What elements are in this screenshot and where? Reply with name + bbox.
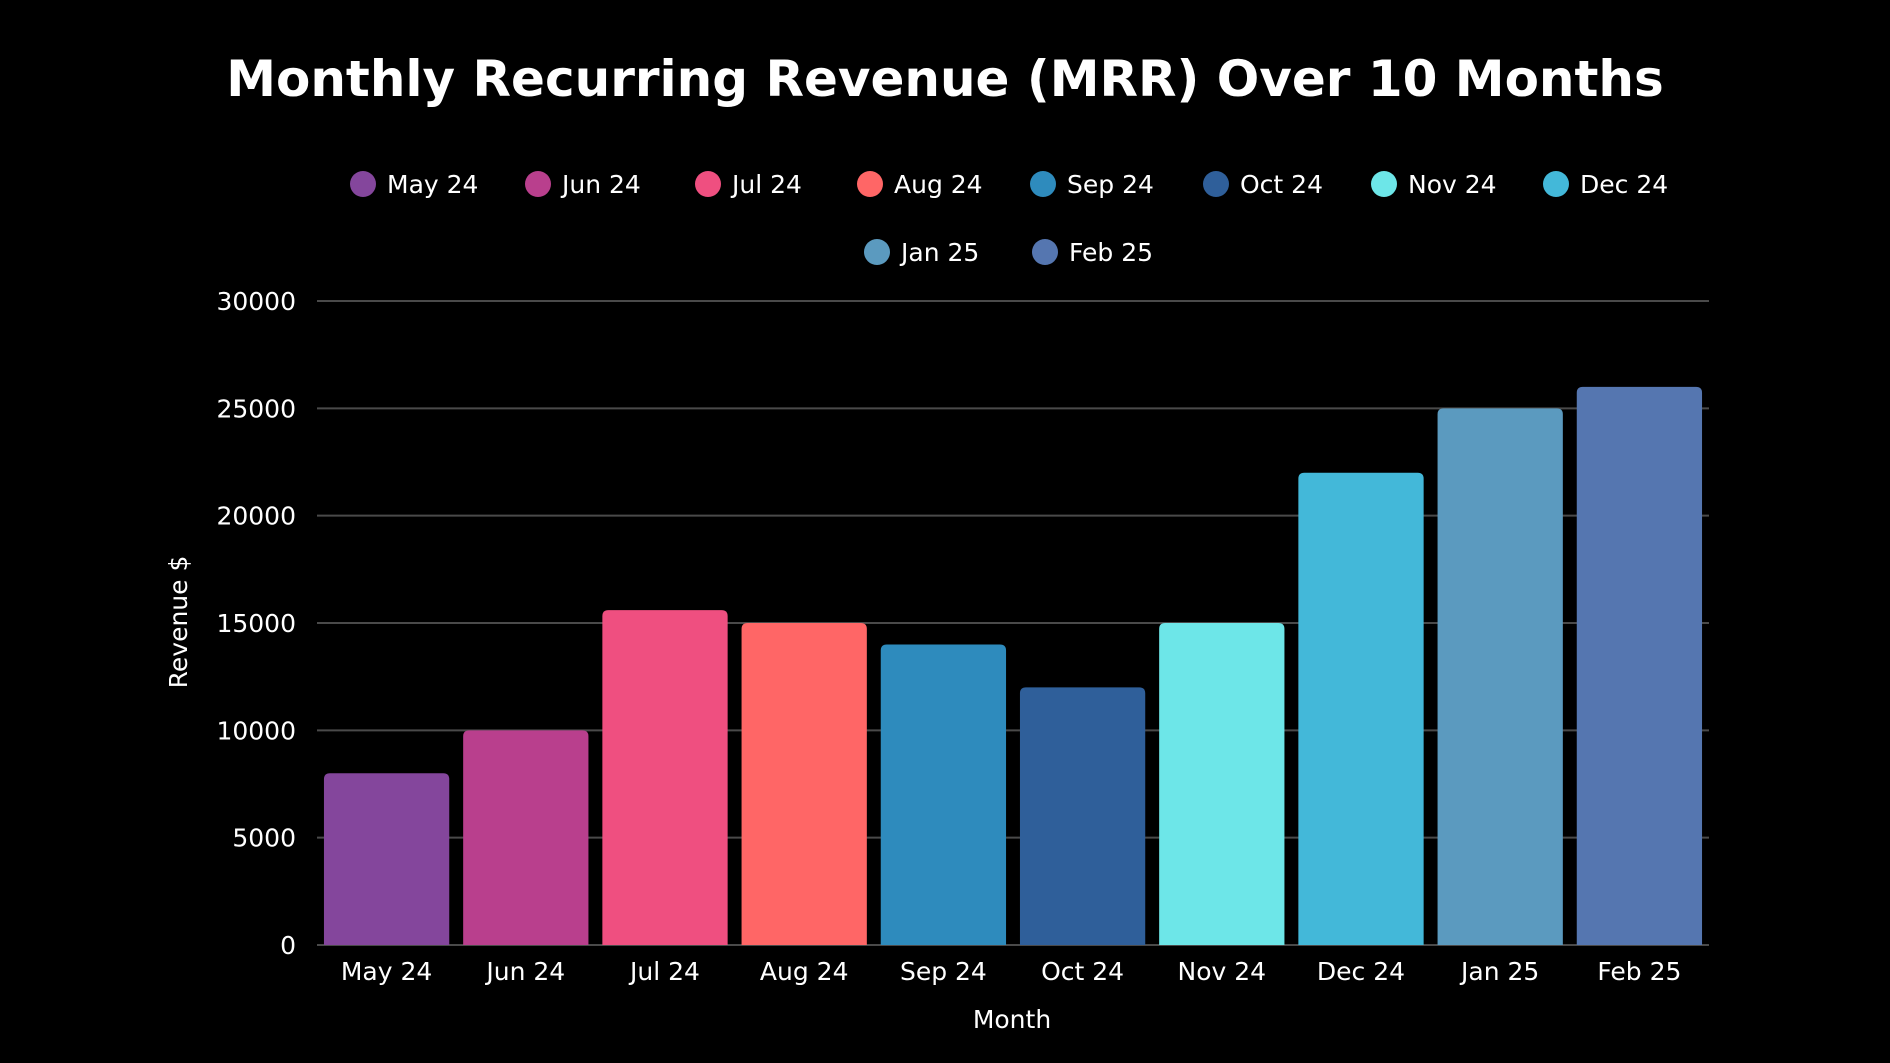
x-tick-label: Jun 24 xyxy=(484,957,565,986)
x-tick-label: May 24 xyxy=(341,957,432,986)
bar-may-24 xyxy=(323,773,450,945)
legend: May 24 Jun 24 Jul 24 Aug 24 Sep 24 Oct 24 Nov … xyxy=(350,170,1668,267)
x-axis-ticks: May 24 Jun 24 Jul 24 Aug 24 Sep 24 Oct 24 Nov … xyxy=(341,957,1682,986)
legend-swatch xyxy=(350,171,376,197)
legend-item: Nov 24 xyxy=(1371,170,1497,199)
legend-label: Aug 24 xyxy=(894,170,983,199)
chart-title: Monthly Recurring Revenue (MRR) Over 10 … xyxy=(226,50,1664,108)
legend-item: Aug 24 xyxy=(857,170,983,199)
y-tick-label: 10000 xyxy=(216,716,296,745)
bars xyxy=(323,386,1703,945)
legend-label: Jun 24 xyxy=(560,170,641,199)
legend-swatch xyxy=(864,239,890,265)
x-tick-label: Oct 24 xyxy=(1041,957,1124,986)
bar-oct-24 xyxy=(1019,687,1146,945)
x-tick-label: Jan 25 xyxy=(1459,957,1539,986)
bar-feb-25 xyxy=(1576,386,1703,945)
legend-label: Sep 24 xyxy=(1067,170,1154,199)
y-tick-label: 20000 xyxy=(216,502,296,531)
x-tick-label: Feb 25 xyxy=(1597,957,1681,986)
legend-swatch xyxy=(1032,239,1058,265)
x-tick-label: Dec 24 xyxy=(1317,957,1405,986)
legend-swatch xyxy=(1030,171,1056,197)
legend-swatch xyxy=(525,171,551,197)
legend-label: Oct 24 xyxy=(1240,170,1323,199)
y-axis-ticks: 0 5000 10000 15000 20000 25000 30000 xyxy=(216,287,296,960)
legend-swatch xyxy=(1543,171,1569,197)
y-tick-label: 5000 xyxy=(232,824,296,853)
legend-item: Oct 24 xyxy=(1203,170,1323,199)
legend-item: Dec 24 xyxy=(1543,170,1668,199)
bar-nov-24 xyxy=(1159,623,1285,945)
y-axis-label: Revenue $ xyxy=(164,556,193,689)
y-tick-label: 0 xyxy=(280,931,296,960)
legend-item: Jan 25 xyxy=(864,238,979,267)
legend-label: Dec 24 xyxy=(1580,170,1668,199)
legend-item: May 24 xyxy=(350,170,478,199)
legend-swatch xyxy=(1203,171,1229,197)
y-tick-label: 25000 xyxy=(216,394,296,423)
legend-swatch xyxy=(695,171,721,197)
bar-aug-24 xyxy=(741,623,867,945)
bar-dec-24 xyxy=(1298,472,1424,945)
legend-swatch xyxy=(1371,171,1397,197)
legend-label: Feb 25 xyxy=(1069,238,1153,267)
legend-label: Nov 24 xyxy=(1408,170,1497,199)
x-tick-label: Aug 24 xyxy=(760,957,849,986)
y-tick-label: 15000 xyxy=(216,609,296,638)
legend-item: Sep 24 xyxy=(1030,170,1154,199)
x-axis-label: Month xyxy=(973,1005,1051,1034)
x-tick-label: Jul 24 xyxy=(628,957,700,986)
legend-label: May 24 xyxy=(387,170,478,199)
legend-swatch xyxy=(857,171,883,197)
y-tick-label: 30000 xyxy=(216,287,296,316)
bar-sep-24 xyxy=(880,644,1007,945)
legend-item: Feb 25 xyxy=(1032,238,1153,267)
legend-label: Jul 24 xyxy=(730,170,802,199)
legend-item: Jun 24 xyxy=(525,170,641,199)
x-tick-label: Nov 24 xyxy=(1178,957,1267,986)
bar-jan-25 xyxy=(1437,408,1563,945)
legend-label: Jan 25 xyxy=(899,238,979,267)
legend-item: Jul 24 xyxy=(695,170,802,199)
bar-jun-24 xyxy=(463,730,589,945)
x-tick-label: Sep 24 xyxy=(900,957,987,986)
bar-jul-24 xyxy=(602,610,728,945)
